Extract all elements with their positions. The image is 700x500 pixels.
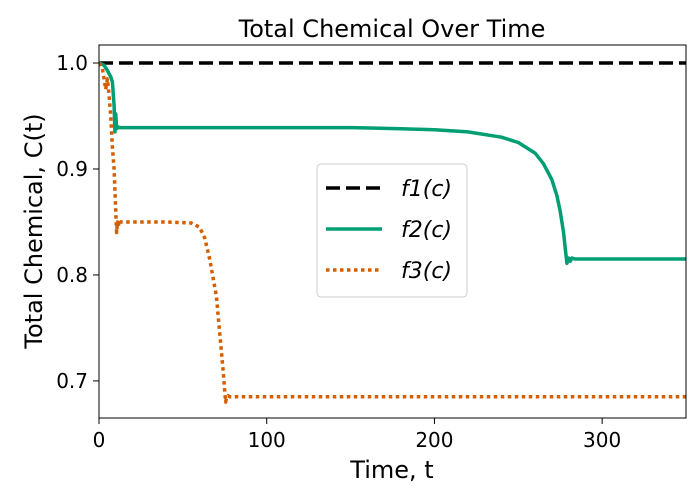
x-tick-label: 200 (415, 428, 453, 452)
y-tick-label: 0.9 (56, 157, 88, 181)
x-tick-label: 100 (248, 428, 286, 452)
y-axis-label: Total Chemical, C(t) (20, 113, 48, 349)
legend-label-1: f1(c) (401, 177, 452, 202)
x-tick-label: 0 (93, 428, 106, 452)
x-tick-label: 300 (583, 428, 621, 452)
y-tick-label: 0.8 (56, 263, 88, 287)
legend-label-2: f2(c) (401, 218, 452, 243)
y-axis: 0.7 0.8 0.9 1.0 (56, 51, 99, 393)
x-axis: 0 100 200 300 (93, 418, 621, 452)
series-line-3 (99, 62, 686, 404)
legend-label-3: f3(c) (401, 259, 452, 284)
x-axis-label: Time, t (349, 456, 433, 484)
series-line-2 (99, 61, 686, 266)
legend-box (316, 163, 468, 298)
y-tick-label: 1.0 (56, 51, 88, 75)
plot-frame (98, 44, 687, 419)
series-layer (99, 61, 686, 404)
chart-title: Total Chemical Over Time (238, 15, 546, 43)
y-tick-label: 0.7 (56, 369, 88, 393)
legend: f1(c) f2(c) f3(c) (316, 163, 468, 298)
